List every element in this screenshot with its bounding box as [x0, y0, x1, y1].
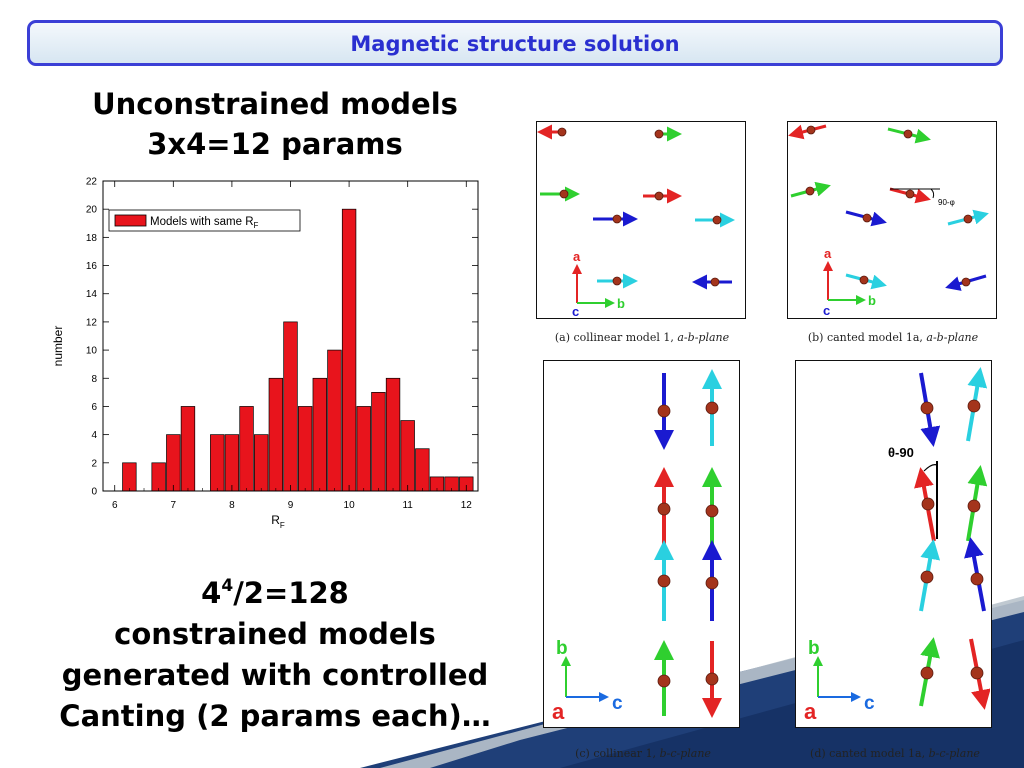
histogram-bar [180, 406, 196, 492]
y-axis-label: number [51, 326, 65, 367]
axis-label-a: a [552, 699, 565, 724]
caption-d: (d) canted model 1a, b-c-plane [810, 747, 980, 760]
legend: Models with same RF [108, 209, 301, 232]
y-tick-label: 18 [86, 233, 98, 244]
y-tick-label: 4 [91, 430, 97, 441]
x-tick-label: 11 [402, 500, 413, 511]
histogram-bar [254, 434, 269, 492]
caption-a: (a) collinear model 1, a-b-plane [554, 331, 730, 344]
bottom-line-4: Canting (2 params each)… [59, 699, 491, 733]
slide-title: Magnetic structure solution [350, 32, 680, 56]
histogram-bar [166, 434, 181, 492]
y-tick-label: 16 [86, 261, 98, 272]
histogram-bar [239, 406, 254, 492]
histogram-bar [371, 392, 386, 492]
axis-label-c: c [612, 693, 623, 714]
title-bar: Magnetic structure solution [27, 20, 1003, 66]
axis-label-b: b [556, 638, 568, 659]
panel-d-figure: θ-90 b c a [804, 367, 991, 724]
plot-frame [102, 180, 479, 492]
bottom-line-3: generated with controlled [61, 658, 489, 692]
axis-label-c: c [823, 303, 830, 317]
histogram-bar [297, 406, 313, 492]
histogram-bar [415, 448, 430, 492]
y-tick-label: 20 [86, 205, 98, 216]
heading-line-1: Unconstrained models [92, 87, 458, 121]
histogram-bar [385, 377, 401, 492]
legend-label: Models with same RF [150, 216, 259, 230]
caption-b: (b) canted model 1a, a-b-plane [807, 331, 979, 344]
histogram-bar [327, 349, 342, 492]
x-axis-label: RF [271, 513, 285, 530]
x-tick-label: 7 [171, 500, 177, 511]
histogram-bar [312, 377, 327, 492]
axis-label-a: a [573, 249, 581, 264]
y-tick-label: 12 [86, 317, 98, 328]
bottom-line-1: 44/2=128 [201, 576, 349, 610]
panel-a: a b c [536, 121, 746, 319]
histogram-chart: 0 2 4 6 8 10 12 14 16 18 20 22 6 7 8 9 10 11 12 Models wit… [51, 177, 479, 530]
axis-label-c: c [864, 693, 875, 714]
axis-label-a: a [804, 699, 817, 724]
histogram-bar [356, 406, 371, 492]
y-tick-label: 0 [91, 487, 97, 498]
histogram-bar [341, 208, 357, 492]
caption-c: (c) collinear 1, b-c-plane [575, 747, 711, 760]
y-tick-label: 8 [91, 374, 97, 385]
x-tick-label: 6 [112, 500, 118, 511]
panel-d: θ-90 b c a [795, 360, 992, 728]
y-tick-label: 6 [91, 402, 97, 413]
axis-label-b: b [808, 638, 820, 659]
histogram-bar [210, 434, 225, 492]
x-tick-label: 8 [229, 500, 235, 511]
x-tick-label: 12 [461, 500, 473, 511]
histogram-bar [400, 420, 415, 492]
histogram-bar [122, 462, 137, 492]
panel-c-figure: b c a [552, 369, 722, 724]
histogram-bar [224, 434, 240, 492]
panel-c: b c a [543, 360, 740, 728]
y-tick-label: 10 [86, 346, 98, 357]
y-tick-label: 14 [86, 289, 98, 300]
x-tick-label: 9 [288, 500, 294, 511]
bottom-text: 44/2=128 constrained models generated wi… [40, 566, 510, 737]
histogram-bar [151, 462, 166, 492]
panel-b: 90-φ a b c [787, 121, 997, 319]
axis-label-b: b [617, 296, 625, 311]
bottom-line-2: constrained models [114, 617, 436, 651]
panel-a-figure: a b c [537, 124, 735, 319]
axis-label-a: a [824, 246, 832, 261]
angle-label-b: 90-φ [938, 198, 955, 207]
x-tick-label: 10 [344, 500, 356, 511]
y-tick-label: 22 [86, 177, 98, 188]
axis-label-c: c [572, 304, 579, 317]
histogram-bar [283, 321, 298, 492]
histogram-bar [268, 377, 284, 492]
angle-label-d: θ-90 [888, 445, 914, 460]
y-tick-label: 2 [91, 458, 97, 469]
legend-swatch [114, 214, 147, 227]
heading-line-2: 3x4=12 params [147, 127, 403, 161]
axis-label-b: b [868, 293, 876, 308]
panel-b-figure: 90-φ a b c [788, 124, 989, 318]
